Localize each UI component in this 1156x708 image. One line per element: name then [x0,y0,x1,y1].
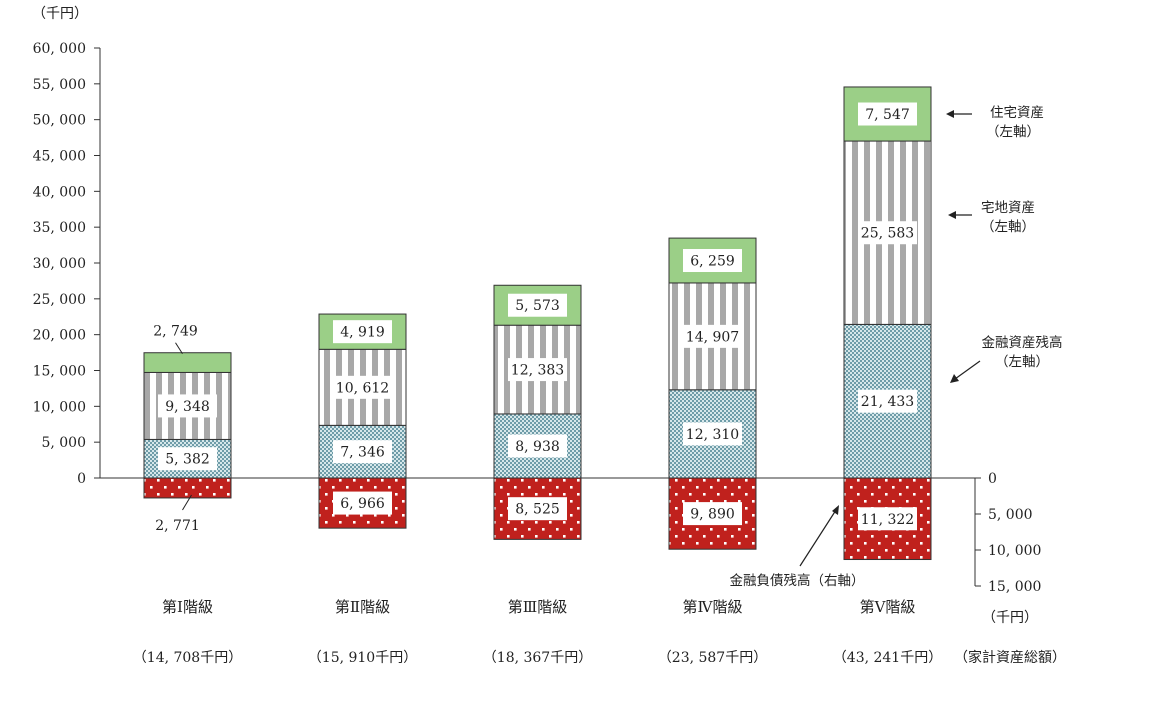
land-assets-label: 25, 583 [861,226,914,242]
legend-debt-arrow [799,509,837,567]
housing-assets-label: 4, 919 [340,325,385,341]
left-tick-label: 10, 000 [33,399,86,415]
left-tick-label: 50, 000 [33,113,86,129]
financial-debt-label: 2, 771 [155,518,200,534]
housing-assets-label: 6, 259 [690,254,735,270]
left-tick-label: 45, 000 [33,149,86,165]
financial-debt-label: 6, 966 [340,496,385,512]
category-label: 第Ⅳ階級 [683,598,743,616]
right-tick-label: 0 [988,471,997,487]
legend-debt: 金融負債残高（右軸） [730,505,865,589]
left-tick-label: 60, 000 [33,41,86,57]
category-labels: 第Ⅰ階級 （14, 708千円） 第Ⅱ階級 （15, 910千円） 第Ⅲ階級 （18, 3… [133,598,942,666]
value-label-box [683,324,742,348]
category-label: 第Ⅰ階級 [162,598,213,616]
legend-debt-text: 金融負債残高（右軸） [730,572,865,589]
left-tick-label: 0 [77,471,86,487]
housing-assets-label: 2, 749 [153,324,198,340]
left-tick-label: 55, 000 [33,77,86,93]
value-label-box [683,422,742,446]
left-tick-label: 30, 000 [33,256,86,272]
value-label-box [333,491,392,515]
legend-financial: 金融資産残高 （左軸） [950,334,1063,383]
right-tick-label: 15, 000 [988,579,1041,595]
housing-assets-segment [143,352,232,373]
category-total-label: （15, 910千円） [308,650,417,666]
left-tick-label: 20, 000 [33,328,86,344]
financial-assets-label: 8, 938 [515,439,560,455]
left-tick-label: 25, 000 [33,292,86,308]
legend-land: 宅地資産 （左軸） [948,200,1035,235]
value-label-box [683,249,742,273]
value-label-box [858,507,917,531]
value-label-box [508,358,567,382]
value-label-box [158,394,217,418]
legend-debt-arrowhead [832,505,839,515]
left-axis-unit: （千円） [32,6,88,22]
legend-financial-line1: 金融資産残高 [982,334,1063,351]
value-label-box [333,440,392,464]
legend-housing-line2: （左軸） [986,124,1040,140]
legend-land-arrowhead [948,211,956,219]
right-tick-label: 5, 000 [988,507,1033,523]
right-tick-label: 10, 000 [988,543,1041,559]
value-label-box [158,447,217,471]
financial-debt-label: 9, 890 [690,507,735,523]
debt-leader-line [182,494,192,511]
legend-financial-line2: （左軸） [995,354,1049,370]
left-tick-label: 5, 000 [41,435,86,451]
totals-caption: （家計資産総額） [954,649,1066,666]
category-total-label: （43, 241千円） [833,650,942,666]
legend-land-line1: 宅地資産 [981,200,1035,216]
financial-debt-label: 11, 322 [861,512,914,528]
value-label-box [858,389,917,413]
category-label: 第Ⅴ階級 [860,598,916,616]
land-assets-label: 9, 348 [165,399,210,415]
value-label-box [333,375,392,399]
value-label-box [858,221,917,245]
value-label-box [683,502,742,526]
category-total-label: （23, 587千円） [658,650,767,666]
financial-assets-label: 12, 310 [686,427,739,443]
financial-assets-label: 5, 382 [165,452,210,468]
financial-assets-label: 7, 346 [340,445,385,461]
housing-leader-line [175,342,183,355]
category-total-label: （18, 367千円） [483,650,592,666]
legend-financial-arrow [954,360,981,380]
left-tick-label: 35, 000 [33,220,86,236]
value-label-box [508,497,567,521]
financial-assets-label: 21, 433 [861,394,914,410]
left-tick-label: 40, 000 [33,184,86,200]
land-assets-label: 12, 383 [511,363,564,379]
bars-group: 5, 382 9, 348 2, 749 2, 771 7, 346 10, 612 4, … [143,86,932,561]
land-assets-label: 14, 907 [686,329,739,345]
category-total-label: （14, 708千円） [133,650,242,666]
value-label-box [858,102,917,126]
legend-land-line2: （左軸） [981,219,1035,235]
right-axis-unit: （千円） [982,610,1038,626]
legend-housing-arrowhead [946,110,954,118]
financial-debt-label: 8, 525 [515,502,560,518]
housing-assets-label: 5, 573 [515,298,560,314]
value-label-box [508,434,567,458]
legend-financial-arrowhead [950,374,959,383]
left-axis-ticks: 0 5, 000 10, 000 15, 000 20, 000 25, 000 30, 0… [33,41,100,487]
value-label-box [333,320,392,344]
category-label: 第Ⅱ階級 [335,598,390,616]
category-label: 第Ⅲ階級 [508,598,567,616]
financial-debt-segment [143,477,232,499]
value-label-box [508,293,567,317]
legend-housing: 住宅資産 （左軸） [946,105,1044,140]
housing-assets-label: 7, 547 [865,107,910,123]
land-assets-label: 10, 612 [336,380,389,396]
left-tick-label: 15, 000 [33,364,86,380]
right-axis-ticks: 0 5, 000 10, 000 15, 000 [975,471,1041,595]
legend-housing-line1: 住宅資産 [990,105,1044,121]
